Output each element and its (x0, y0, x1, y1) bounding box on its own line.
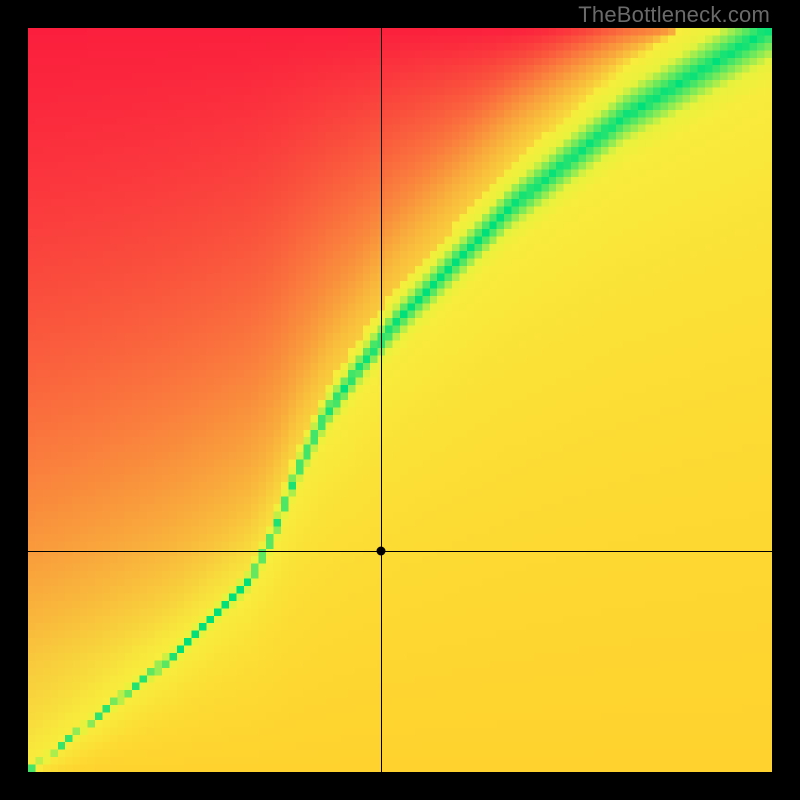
heatmap-canvas (28, 28, 772, 772)
heatmap-plot (28, 28, 772, 772)
watermark-text: TheBottleneck.com (578, 2, 770, 28)
